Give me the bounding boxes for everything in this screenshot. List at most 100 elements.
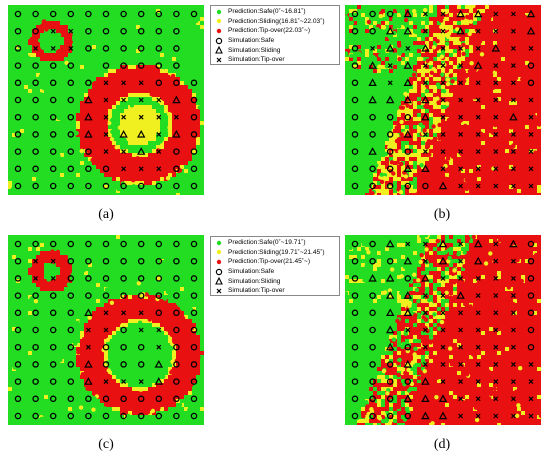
prediction-safe-dot (76, 45, 80, 49)
prediction-tipover-dot (154, 66, 159, 71)
prediction-safe-dot (8, 69, 12, 73)
prediction-tipover-dot (132, 69, 136, 73)
prediction-safe-dot (63, 165, 68, 171)
prediction-tipover-dot (168, 109, 172, 113)
prediction-tipover-dot (449, 149, 453, 153)
prediction-tipover-dot (485, 17, 489, 21)
simulation-safe-marker (85, 148, 92, 155)
prediction-tipover-dot (465, 9, 469, 13)
prediction-safe-dot (413, 17, 417, 21)
prediction-sliding-dot (409, 109, 413, 113)
prediction-tipover-dot (493, 5, 497, 9)
prediction-safe-dot (373, 89, 377, 93)
prediction-safe-dot (49, 177, 54, 182)
prediction-tipover-dot (497, 41, 501, 45)
simulation-safe-marker (14, 113, 22, 121)
prediction-tipover-dot (493, 77, 497, 81)
prediction-tipover-dot (501, 5, 505, 9)
prediction-tipover-dot (176, 153, 180, 157)
prediction-safe-dot (56, 145, 60, 149)
prediction-sliding-dot (457, 5, 461, 9)
prediction-safe-dot (365, 109, 369, 113)
prediction-tipover-dot (457, 161, 461, 165)
prediction-safe-dot (381, 29, 385, 33)
prediction-safe-dot (28, 69, 32, 73)
prediction-tipover-dot (365, 29, 369, 33)
prediction-tipover-dot (469, 41, 473, 45)
prediction-sliding-dot (140, 153, 144, 157)
prediction-tipover-dot (505, 161, 509, 165)
prediction-safe-dot (188, 189, 192, 193)
prediction-tipover-dot (449, 105, 453, 109)
prediction-safe-dot (389, 117, 393, 121)
prediction-sliding-dot (156, 121, 160, 125)
prediction-tipover-dot (517, 25, 521, 29)
prediction-safe-dot (96, 13, 100, 17)
prediction-safe-dot (160, 125, 164, 129)
simulation-safe-marker (190, 131, 198, 138)
prediction-safe-dot (381, 129, 385, 133)
prediction-tipover-dot (172, 117, 176, 121)
prediction-safe-dot (52, 153, 56, 157)
prediction-tipover-dot (481, 173, 485, 177)
prediction-safe-dot (369, 17, 373, 21)
prediction-tipover-dot (481, 113, 485, 117)
prediction-safe-dot (36, 101, 40, 105)
simulation-safe-marker (14, 45, 22, 52)
prediction-safe-dot (52, 125, 56, 129)
prediction-safe-dot (353, 109, 357, 113)
prediction-tipover-dot (517, 9, 521, 13)
prediction-safe-dot (24, 157, 28, 161)
prediction-tipover-dot (473, 113, 477, 117)
prediction-tipover-dot (533, 153, 537, 157)
prediction-sliding-dot (413, 85, 417, 89)
prediction-tipover-dot (445, 109, 449, 113)
prediction-tipover-dot (108, 85, 112, 89)
prediction-safe-dot (48, 161, 52, 165)
prediction-safe-dot (385, 97, 389, 101)
simulation-sliding-marker (84, 112, 93, 121)
prediction-safe-dot (8, 26, 11, 31)
prediction-tipover-dot (148, 77, 152, 81)
prediction-sliding-dot (461, 49, 465, 53)
prediction-tipover-dot (417, 73, 421, 77)
prediction-tipover-dot (144, 81, 148, 85)
prediction-safe-dot (160, 185, 164, 189)
prediction-tipover-dot (533, 125, 537, 129)
prediction-sliding-dot (509, 101, 513, 105)
prediction-tipover-dot (533, 173, 537, 177)
prediction-safe-dot (45, 177, 51, 182)
prediction-tipover-dot (160, 97, 164, 101)
prediction-safe-dot (373, 73, 377, 77)
prediction-tipover-dot (97, 119, 103, 124)
prediction-safe-dot (401, 149, 405, 153)
prediction-safe-dot (28, 129, 32, 133)
prediction-safe-dot (56, 193, 60, 195)
prediction-safe-dot (32, 141, 36, 145)
prediction-tipover-dot (469, 77, 473, 81)
prediction-sliding-dot (453, 65, 457, 69)
prediction-tipover-dot (357, 65, 361, 69)
prediction-safe-dot (192, 53, 196, 57)
prediction-safe-dot (96, 29, 100, 33)
prediction-safe-dot (32, 81, 36, 85)
prediction-safe-dot (80, 33, 84, 37)
prediction-sliding-dot (509, 165, 513, 169)
prediction-safe-dot (40, 113, 44, 117)
prediction-safe-dot (361, 33, 365, 37)
prediction-safe-dot (377, 93, 381, 97)
prediction-tipover-dot (453, 89, 457, 93)
prediction-tipover-dot (144, 73, 148, 77)
prediction-tipover-dot (164, 165, 168, 169)
prediction-safe-dot (136, 149, 140, 153)
prediction-tipover-dot (457, 33, 461, 37)
prediction-safe-dot (56, 161, 60, 165)
prediction-tipover-dot (529, 145, 533, 149)
prediction-safe-dot (417, 13, 421, 17)
prediction-safe-dot (156, 57, 160, 61)
prediction-safe-dot (381, 137, 385, 141)
prediction-safe-dot (156, 193, 160, 195)
prediction-tipover-dot (152, 81, 156, 85)
prediction-safe-dot (8, 137, 12, 141)
prediction-safe-dot (345, 29, 349, 33)
